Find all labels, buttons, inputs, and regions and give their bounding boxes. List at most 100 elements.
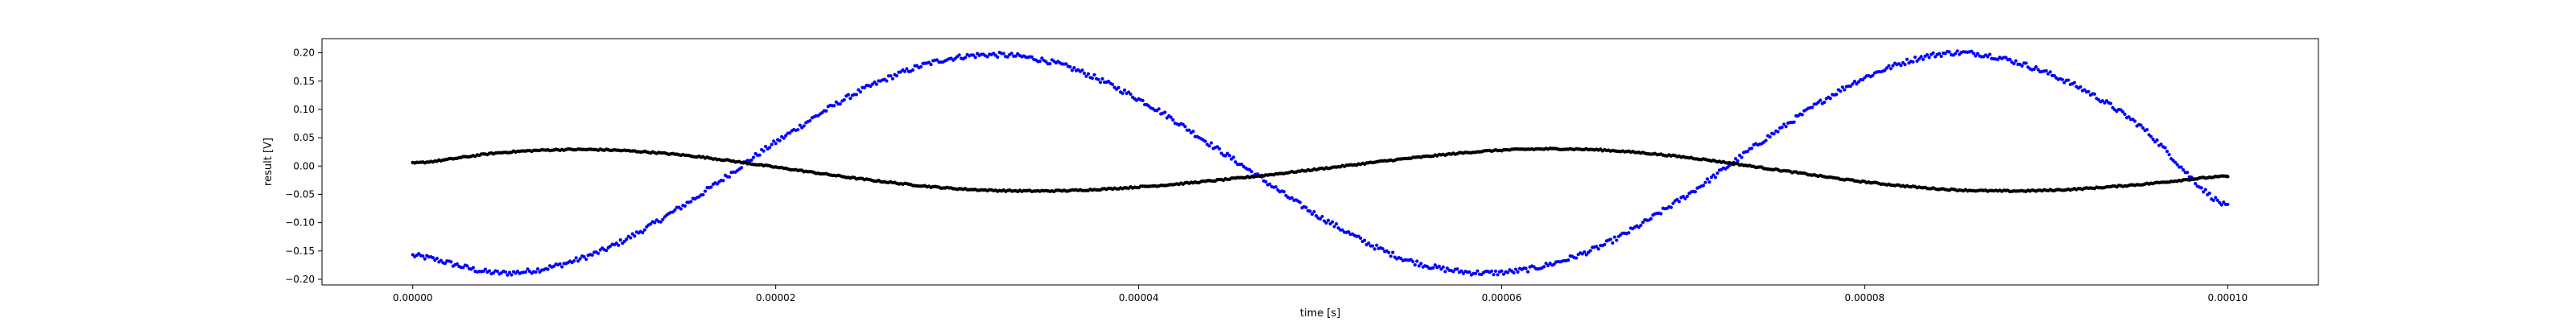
data-point: [534, 270, 538, 274]
data-point: [2182, 167, 2186, 172]
x-tick-label: 0.00008: [1845, 292, 1885, 303]
data-point: [2066, 78, 2070, 82]
data-point: [2207, 191, 2211, 196]
data-point: [1911, 60, 1915, 64]
data-point: [671, 210, 675, 214]
data-point: [431, 256, 435, 260]
data-point: [1919, 55, 1923, 59]
data-point: [1122, 88, 1127, 93]
data-point: [1939, 54, 1943, 59]
data-point: [2159, 142, 2163, 146]
data-point: [774, 142, 778, 146]
data-point: [1955, 49, 1959, 53]
data-point: [2036, 68, 2040, 72]
data-point: [905, 67, 909, 71]
data-point: [870, 82, 874, 86]
data-point: [2151, 137, 2155, 142]
data-point: [1096, 77, 1100, 81]
data-point: [1346, 229, 1351, 234]
data-point: [1776, 130, 1780, 134]
data-point: [1546, 263, 1550, 268]
data-point: [2226, 175, 2230, 179]
data-point: [1612, 235, 1616, 239]
data-point: [889, 74, 893, 78]
data-point: [1953, 52, 1958, 56]
data-point: [2175, 163, 2179, 167]
data-point: [1683, 196, 1687, 200]
data-point: [1740, 155, 1744, 159]
data-point: [1183, 125, 1187, 129]
y-tick-label: −0.10: [285, 217, 315, 229]
data-point: [964, 56, 968, 60]
data-point: [1312, 209, 1316, 214]
data-point: [630, 232, 634, 236]
data-point: [2149, 134, 2153, 138]
data-point: [1030, 55, 1034, 59]
data-point: [435, 256, 439, 261]
data-point: [1228, 154, 1232, 158]
data-point: [1681, 194, 1686, 199]
data-point: [1871, 73, 1875, 77]
data-point: [1891, 64, 1895, 68]
data-point: [1768, 135, 1772, 139]
data-point: [2012, 61, 2016, 66]
data-point: [1931, 51, 1935, 56]
y-axis-label: result [V]: [262, 138, 275, 186]
data-point: [772, 139, 776, 143]
data-point: [1839, 89, 1843, 93]
data-point: [1544, 262, 1548, 266]
data-point: [1171, 118, 1175, 122]
data-point: [618, 237, 622, 242]
data-point: [1516, 270, 1520, 274]
data-point: [578, 257, 582, 261]
data-point: [439, 258, 443, 262]
series-layer: [411, 49, 2230, 277]
data-point: [1615, 238, 1619, 242]
data-point: [758, 153, 762, 157]
data-point: [2222, 200, 2226, 204]
data-point: [1669, 205, 1673, 209]
data-point: [749, 158, 753, 162]
data-point: [1745, 149, 1750, 154]
data-point: [471, 266, 475, 270]
data-point: [1937, 52, 1942, 56]
data-point: [721, 179, 725, 183]
data-point: [796, 128, 800, 132]
data-point: [1608, 237, 1612, 241]
data-point: [2155, 138, 2159, 142]
data-point: [1733, 157, 1738, 161]
data-point: [679, 207, 683, 211]
data-point: [2219, 203, 2223, 207]
data-point: [846, 93, 850, 97]
data-point: [1780, 126, 1784, 130]
data-point: [1298, 200, 1302, 204]
data-point: [1921, 57, 1926, 61]
data-point: [1268, 182, 1272, 186]
data-point: [546, 267, 550, 271]
data-point: [1595, 245, 1599, 249]
data-point: [1715, 171, 1719, 175]
data-point: [1641, 221, 1645, 225]
data-point: [1905, 57, 1909, 61]
data-point: [1282, 190, 1286, 194]
data-point: [1318, 217, 1323, 221]
data-point: [1340, 228, 1344, 232]
data-point: [1264, 180, 1268, 184]
data-point: [715, 182, 720, 186]
data-point: [683, 204, 687, 208]
data-point: [701, 192, 705, 197]
data-point: [1552, 262, 1556, 266]
data-point: [1191, 130, 1195, 134]
data-point: [2139, 123, 2143, 127]
data-point: [1659, 212, 1663, 216]
data-point: [1169, 115, 1173, 119]
data-point: [808, 118, 812, 123]
data-point: [572, 258, 576, 263]
data-point: [1249, 170, 1253, 174]
data-point: [1852, 80, 1856, 84]
data-point: [503, 270, 508, 274]
data-point: [673, 208, 677, 212]
data-point: [1671, 201, 1675, 205]
data-point: [2004, 56, 2008, 60]
series-1: [411, 49, 2230, 277]
